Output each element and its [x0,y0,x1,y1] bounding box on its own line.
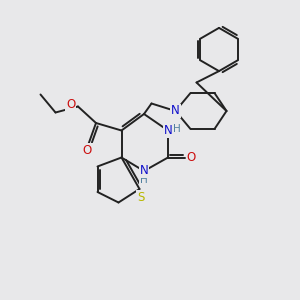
Text: N: N [140,164,148,178]
Text: S: S [137,191,145,204]
Text: H: H [172,124,180,134]
Text: H: H [140,175,148,185]
Text: O: O [82,143,91,157]
Text: N: N [171,104,180,118]
Text: N: N [164,124,172,137]
Text: O: O [66,98,75,112]
Text: O: O [187,151,196,164]
